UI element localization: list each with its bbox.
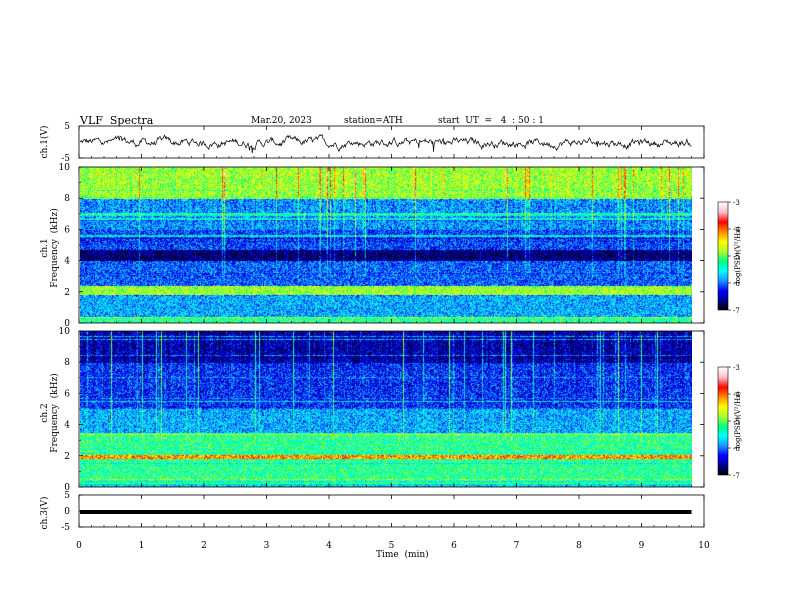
x-tick-label: 6 (451, 541, 457, 551)
ch2-spectrogram-heatmap (80, 331, 692, 487)
y-tick-label: 2 (64, 452, 70, 462)
ch1-waveform-trace (79, 133, 692, 154)
y-tick-label: -5 (61, 154, 70, 164)
colorbar-tick-label: -7 (733, 472, 740, 480)
colorbar-tick-label: -3 (733, 199, 740, 207)
colorbar-tick-label: -5 (733, 253, 740, 261)
colorbar-tick-label: -6 (733, 445, 740, 453)
colorbar-tick-label: -4 (733, 226, 740, 234)
y-tick-label: 10 (59, 327, 71, 337)
start-time-label: start UT = 4 : 50 : 1 (438, 116, 544, 126)
ch1-spectrogram-heatmap (80, 167, 692, 323)
x-tick-label: 8 (576, 541, 582, 551)
ch2-colorbar (718, 367, 728, 475)
colorbar-tick-label: -7 (733, 307, 740, 315)
x-tick-label: 0 (76, 541, 82, 551)
x-tick-label: 9 (639, 541, 645, 551)
y-tick-label: 6 (64, 225, 70, 235)
x-tick-label: 5 (389, 541, 395, 551)
x-tick-label: 3 (264, 541, 270, 551)
y-tick-label: 8 (64, 358, 70, 368)
y-tick-label: 2 (64, 288, 70, 298)
y-tick-label: -5 (61, 523, 70, 533)
y-tick-label: 0 (64, 483, 70, 493)
colorbar-tick-label: -4 (733, 391, 740, 399)
colorbar-frame (717, 201, 729, 311)
colorbar-tick-label: -6 (733, 280, 740, 288)
colorbar-tick-label: -5 (733, 418, 740, 426)
x-axis-label: Time (min) (376, 550, 429, 560)
y-tick-label: 0 (64, 507, 70, 517)
x-tick-label: 4 (326, 541, 332, 551)
y-tick-label: 10 (59, 163, 71, 173)
s2-frame (78, 330, 705, 488)
y-tick-label: 4 (64, 257, 70, 267)
y-tick-label: 6 (64, 389, 70, 399)
y-tick-label: 4 (64, 421, 70, 431)
colorbar-frame (717, 366, 729, 476)
y-tick-label: 8 (64, 194, 70, 204)
y-tick-label: 0 (64, 319, 70, 329)
x-tick-label: 7 (514, 541, 520, 551)
ch1-colorbar (718, 202, 728, 310)
figure-title: VLF Spectra (80, 114, 154, 127)
x-tick-label: 2 (201, 541, 207, 551)
y-tick-label: 5 (64, 122, 70, 132)
s1-frame (78, 166, 705, 324)
colorbar-tick-label: -3 (733, 364, 740, 372)
station-label: station=ATH (344, 116, 403, 126)
x-tick-label: 10 (698, 541, 710, 551)
w1-frame (78, 125, 705, 159)
y-tick-label: 5 (64, 491, 70, 501)
x-tick-label: 1 (139, 541, 145, 551)
date-label: Mar.20, 2023 (251, 116, 312, 126)
